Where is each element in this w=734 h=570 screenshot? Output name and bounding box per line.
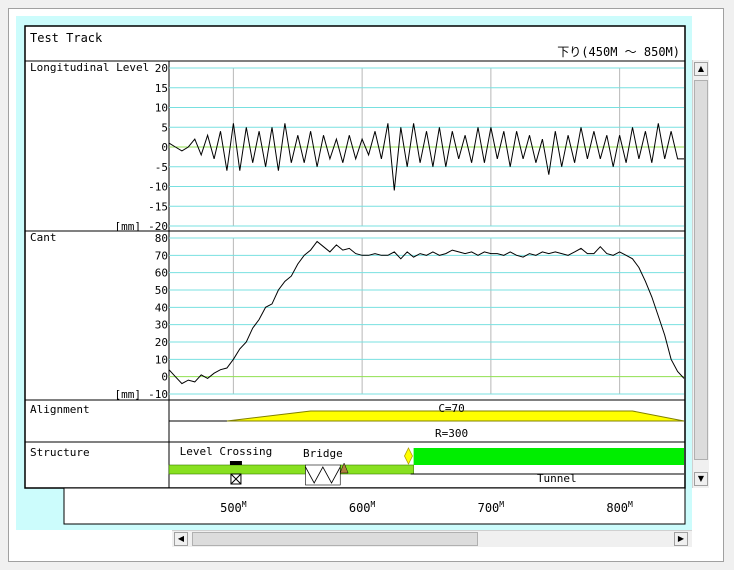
x-axis-frame [63, 487, 686, 525]
tunnel-label: Tunnel [537, 472, 577, 485]
longitudinal-level-ytick-label: 10 [155, 102, 168, 115]
cant-ytick-label: 10 [155, 353, 168, 366]
x-tick-label: 800M [606, 500, 633, 515]
bridge-truss [305, 466, 341, 484]
level-crossing-bar [229, 461, 242, 465]
cant-unit-label: [mm] [115, 388, 142, 401]
x-tick-suffix: M [499, 500, 504, 509]
cant-ytick-label: 50 [155, 284, 168, 297]
scroll-left-arrow-icon: ◀ [177, 534, 185, 543]
curve-cant-label: C=70 [438, 402, 465, 415]
horizontal-scrollbar[interactable]: ◀ ▶ [172, 530, 692, 547]
cant-ytick-label: 80 [155, 232, 168, 245]
scroll-up-button[interactable]: ▲ [694, 62, 708, 76]
chart-title: Test Track [30, 31, 103, 45]
tunnel-block [413, 448, 684, 465]
cant-ytick-label: 70 [155, 249, 168, 262]
longitudinal-level-ytick-label: 20 [155, 62, 168, 75]
cant-ytick-label: 60 [155, 267, 168, 280]
cant-ytick-label: -10 [148, 388, 168, 401]
level-crossing-label: Level Crossing [180, 445, 273, 458]
scroll-up-arrow-icon: ▲ [697, 64, 705, 73]
longitudinal-level-unit-label: [mm] [115, 220, 142, 233]
ground-segment-1 [339, 464, 414, 475]
bridge-block [305, 464, 341, 486]
curve-shape [226, 410, 685, 422]
ground-segment-0 [168, 464, 306, 475]
x-tick-value: 500 [220, 501, 242, 515]
longitudinal-level-ytick-label: -20 [148, 220, 168, 233]
longitudinal-level-ytick-label: 0 [161, 141, 168, 154]
cant-series-line [168, 240, 685, 385]
cant-ytick-label: 20 [155, 336, 168, 349]
x-tick-value: 600 [349, 501, 371, 515]
x-tick-value: 800 [606, 501, 628, 515]
longitudinal-level-series-line [168, 123, 684, 191]
scroll-down-arrow-icon: ▼ [697, 474, 705, 483]
scroll-left-button[interactable]: ◀ [174, 532, 188, 546]
longitudinal-level-ytick-label: -5 [155, 161, 168, 174]
longitudinal-level-ytick-label: 5 [161, 121, 168, 134]
x-tick-suffix: M [242, 500, 247, 509]
x-tick-suffix: M [371, 500, 376, 509]
x-tick-suffix: M [628, 500, 633, 509]
x-tick-label: 500M [220, 500, 247, 515]
vertical-scroll-thumb[interactable] [694, 80, 708, 460]
curve-radius-label: R=300 [435, 427, 468, 440]
longitudinal-level-ytick-label: -15 [148, 200, 168, 213]
alignment-panel-label: Alignment [30, 403, 90, 416]
bridge-label: Bridge [303, 447, 343, 460]
longitudinal-level-ytick-label: -10 [148, 181, 168, 194]
scroll-right-button[interactable]: ▶ [674, 532, 688, 546]
x-tick-label: 600M [349, 500, 376, 515]
vertical-scrollbar[interactable]: ▲ ▼ [692, 60, 709, 488]
scroll-right-arrow-icon: ▶ [677, 534, 685, 543]
x-tick-value: 700 [478, 501, 500, 515]
structure-marker-triangle [339, 462, 349, 474]
cant-ytick-label: 30 [155, 319, 168, 332]
scroll-down-button[interactable]: ▼ [694, 472, 708, 486]
horizontal-scroll-thumb[interactable] [192, 532, 478, 546]
structure-panel-label: Structure [30, 446, 90, 459]
direction-label: 下り(450M ～ 850M) [557, 45, 680, 59]
cant-ytick-label: 0 [161, 371, 168, 384]
cant-panel-label: Cant [30, 231, 57, 244]
x-tick-label: 700M [478, 500, 505, 515]
structure-marker-diamond [404, 447, 413, 465]
level-crossing-cross-b [230, 473, 242, 485]
longitudinal-level-panel-label: Longitudinal Level [30, 61, 149, 74]
cant-ytick-label: 40 [155, 301, 168, 314]
longitudinal-level-ytick-label: 15 [155, 82, 168, 95]
